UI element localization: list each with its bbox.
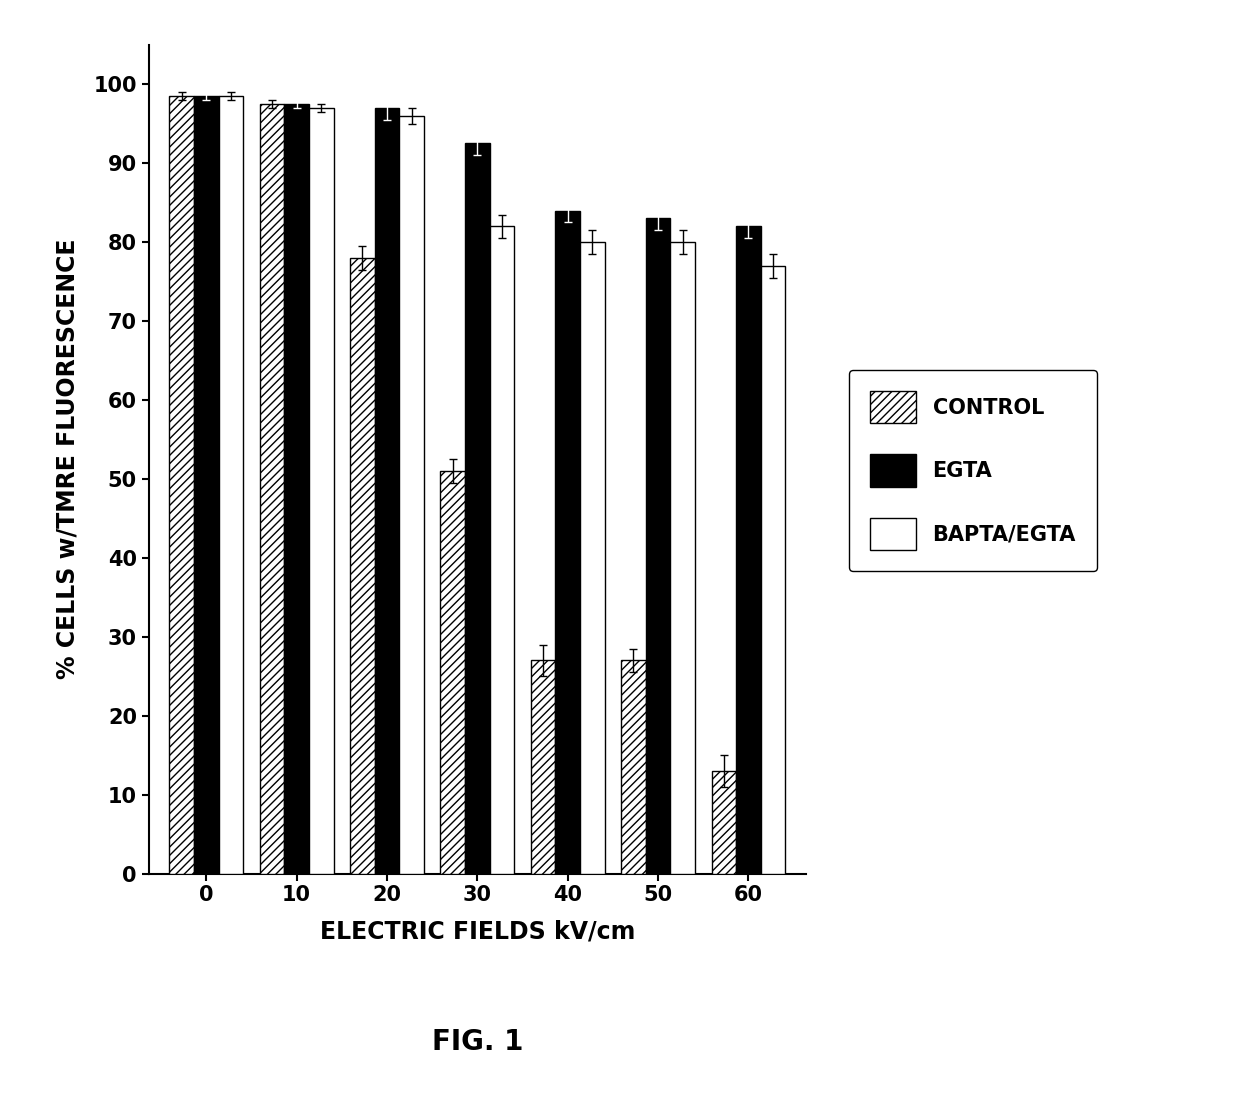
Bar (440, 472, 465, 874)
Bar (193, 96, 218, 874)
Text: FIG. 1: FIG. 1 (432, 1028, 523, 1055)
Bar (465, 143, 490, 874)
Bar (218, 96, 243, 874)
Bar (531, 661, 556, 874)
Bar (580, 242, 605, 874)
Bar (737, 226, 761, 874)
Bar (350, 258, 374, 874)
X-axis label: ELECTRIC FIELDS kV/cm: ELECTRIC FIELDS kV/cm (320, 920, 635, 943)
Bar (399, 115, 424, 874)
Bar (309, 108, 334, 874)
Bar (556, 211, 580, 874)
Bar (259, 104, 284, 874)
Bar (284, 104, 309, 874)
Bar (712, 771, 737, 874)
Bar (621, 661, 646, 874)
Bar (761, 265, 785, 874)
Y-axis label: % CELLS w/TMRE FLUORESCENCE: % CELLS w/TMRE FLUORESCENCE (56, 239, 79, 680)
Legend: CONTROL, EGTA, BAPTA/EGTA: CONTROL, EGTA, BAPTA/EGTA (849, 371, 1097, 571)
Bar (646, 218, 671, 874)
Bar (374, 108, 399, 874)
Bar (490, 226, 515, 874)
Bar (671, 242, 696, 874)
Bar (170, 96, 193, 874)
